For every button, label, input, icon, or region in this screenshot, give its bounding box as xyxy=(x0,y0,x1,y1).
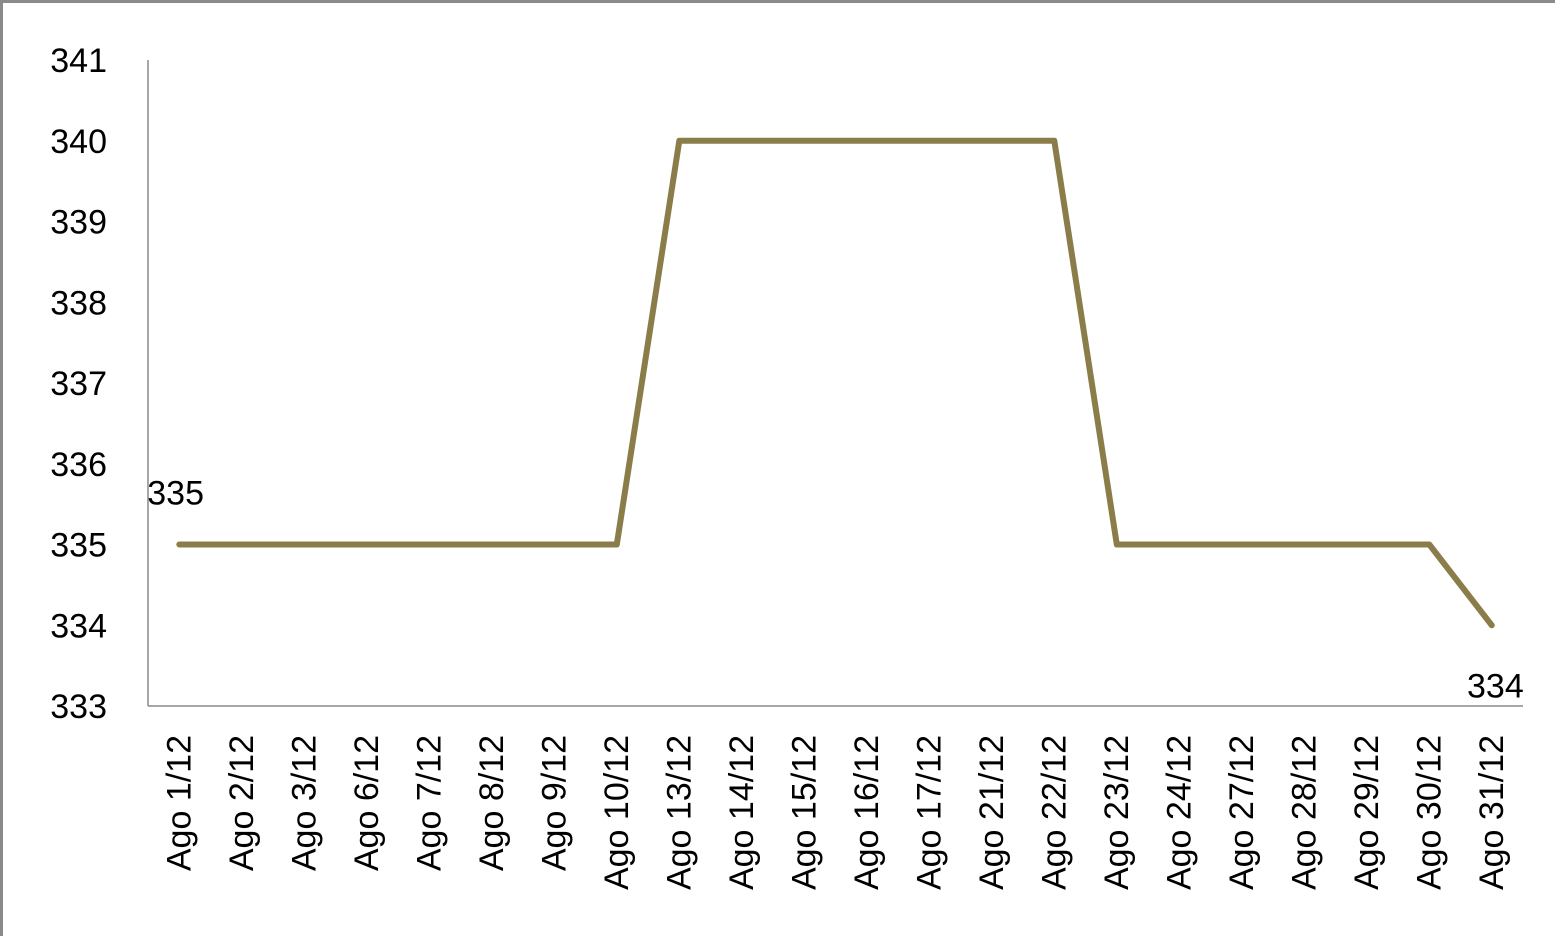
x-tick-label: Ago 2/12 xyxy=(223,735,261,871)
series-group xyxy=(176,137,1495,629)
x-tick-label: Ago 17/12 xyxy=(910,735,948,890)
data-labels-group: 335 334 xyxy=(147,475,1524,706)
x-tick-label: Ago 6/12 xyxy=(348,735,386,871)
series-line xyxy=(176,137,1495,629)
x-tick-label: Ago 15/12 xyxy=(785,735,823,890)
x-tick-label: Ago 9/12 xyxy=(535,735,573,871)
data-label: 335 xyxy=(147,475,204,513)
y-tick-label: 341 xyxy=(50,42,107,80)
x-tick-label: Ago 22/12 xyxy=(1035,735,1073,890)
x-tick-label: Ago 3/12 xyxy=(285,735,323,871)
x-tick-label: Ago 21/12 xyxy=(973,735,1011,890)
x-tick-label: Ago 28/12 xyxy=(1285,735,1323,890)
y-tick-label: 340 xyxy=(50,123,107,161)
x-tick-label: Ago 1/12 xyxy=(160,735,198,871)
x-tick-label: Ago 31/12 xyxy=(1473,735,1511,890)
x-tick-label: Ago 7/12 xyxy=(410,735,448,871)
y-tick-label: 333 xyxy=(50,688,107,726)
x-tick-label: Ago 24/12 xyxy=(1160,735,1198,890)
y-tick-label: 337 xyxy=(50,365,107,403)
x-tick-label: Ago 13/12 xyxy=(660,735,698,890)
y-tick-label: 336 xyxy=(50,446,107,484)
x-tick-label: Ago 16/12 xyxy=(848,735,886,890)
x-tick-label: Ago 8/12 xyxy=(473,735,511,871)
x-tick-label: Ago 23/12 xyxy=(1098,735,1136,890)
y-tick-label: 338 xyxy=(50,284,107,322)
x-tick-label: Ago 27/12 xyxy=(1223,735,1261,890)
y-axis: 333 334 335 336 337 338 339 340 341 xyxy=(50,42,149,726)
x-tick-label: Ago 30/12 xyxy=(1410,735,1448,890)
x-tick-label: Ago 10/12 xyxy=(598,735,636,890)
y-tick-label: 334 xyxy=(50,607,107,645)
x-tick-label: Ago 29/12 xyxy=(1348,735,1386,890)
y-tick-label: 335 xyxy=(50,527,107,565)
y-tick-label: 339 xyxy=(50,204,107,242)
data-label: 334 xyxy=(1467,667,1524,705)
x-axis: Ago 1/12 Ago 2/12 Ago 3/12 Ago 6/12 Ago 7/12… xyxy=(148,705,1523,890)
x-tick-label: Ago 14/12 xyxy=(723,735,761,890)
